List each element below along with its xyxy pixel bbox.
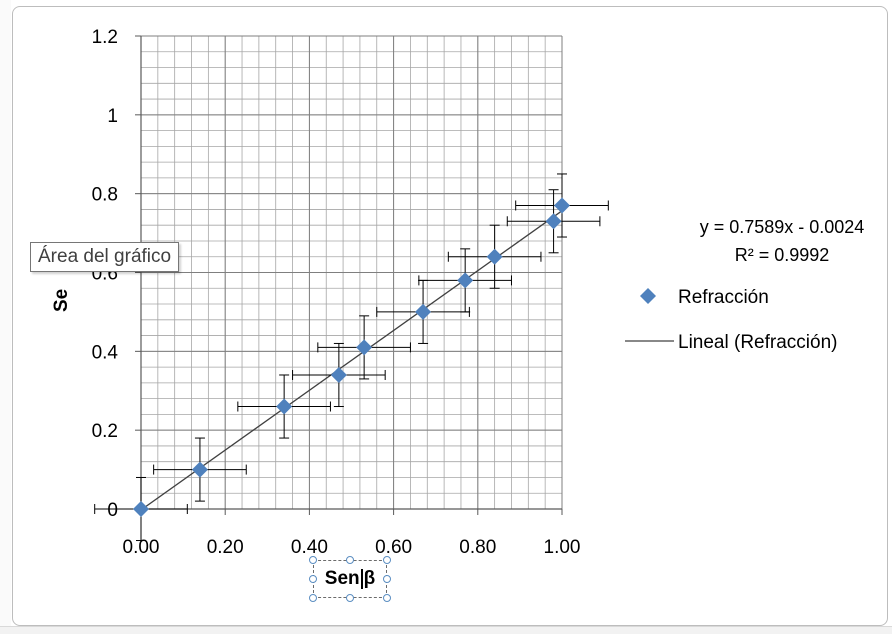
resize-handle-tm[interactable] — [346, 556, 354, 564]
chart-area-tooltip: Área del gráfico — [30, 242, 180, 272]
legend-label-series: Refracción — [678, 287, 769, 308]
x-tick-label: 0.80 — [459, 537, 496, 558]
resize-handle-br[interactable] — [383, 594, 391, 602]
x-tick-label: 0.60 — [375, 537, 412, 558]
data-point — [356, 339, 373, 356]
r-squared-text: R² = 0.9992 — [735, 245, 830, 265]
trendline — [140, 207, 567, 511]
x-tick-label: 0.00 — [123, 537, 160, 558]
diamond-marker-icon — [640, 288, 656, 304]
data-points — [133, 197, 570, 517]
resize-handle-ml[interactable] — [309, 575, 317, 583]
legend-entry-trendline[interactable]: Lineal (Refracción) — [625, 332, 837, 353]
y-tick-label: 0.2 — [92, 421, 118, 442]
sheet-bottom-strip — [0, 626, 892, 634]
legend-entry-series[interactable]: Refracción — [640, 287, 769, 308]
y-tick-label: 0.8 — [92, 185, 118, 206]
trendline-layer — [140, 207, 567, 511]
data-point — [191, 461, 208, 478]
tick-labels: 00.20.40.60.811.20.00 0.20 0.40 0.60 0.80 1.0… — [92, 27, 581, 558]
text-caret — [360, 569, 363, 589]
plot-grid — [140, 35, 563, 510]
resize-handle-tr[interactable] — [383, 556, 391, 564]
resize-handle-bm[interactable] — [346, 594, 354, 602]
legend[interactable]: Refracción Lineal (Refracción) — [625, 287, 837, 353]
sheet-left-gutter — [0, 0, 11, 626]
x-axis-title-text-b: β — [363, 568, 376, 589]
x-axis-title-text-a: Sen — [324, 568, 360, 589]
data-point — [486, 248, 503, 265]
data-point — [545, 213, 562, 230]
resize-handle-bl[interactable] — [309, 594, 317, 602]
data-point — [415, 303, 432, 320]
data-point — [457, 272, 474, 289]
y-tick-label: 1.2 — [92, 27, 118, 48]
x-tick-label: 0.40 — [291, 537, 328, 558]
y-tick-label: 0 — [107, 500, 118, 521]
x-tick-label: 0.20 — [207, 537, 244, 558]
resize-handle-mr[interactable] — [383, 575, 391, 583]
data-point — [554, 197, 570, 214]
legend-label-trendline: Lineal (Refracción) — [678, 332, 837, 353]
equation-text: y = 0.7589x - 0.0024 — [700, 217, 865, 237]
data-point — [133, 501, 149, 517]
data-point — [330, 366, 347, 383]
x-tick-label: 1.00 — [544, 537, 581, 558]
y-tick-label: 0.4 — [92, 342, 119, 363]
data-point — [276, 398, 293, 415]
error-bars — [94, 173, 609, 542]
y-tick-label: 1 — [107, 106, 118, 127]
plot-axes — [135, 35, 563, 515]
trendline-equation[interactable]: y = 0.7589x - 0.0024 R² = 0.9992 — [700, 217, 865, 265]
x-axis-title[interactable]: Sen β — [313, 560, 387, 598]
resize-handle-tl[interactable] — [309, 556, 317, 564]
